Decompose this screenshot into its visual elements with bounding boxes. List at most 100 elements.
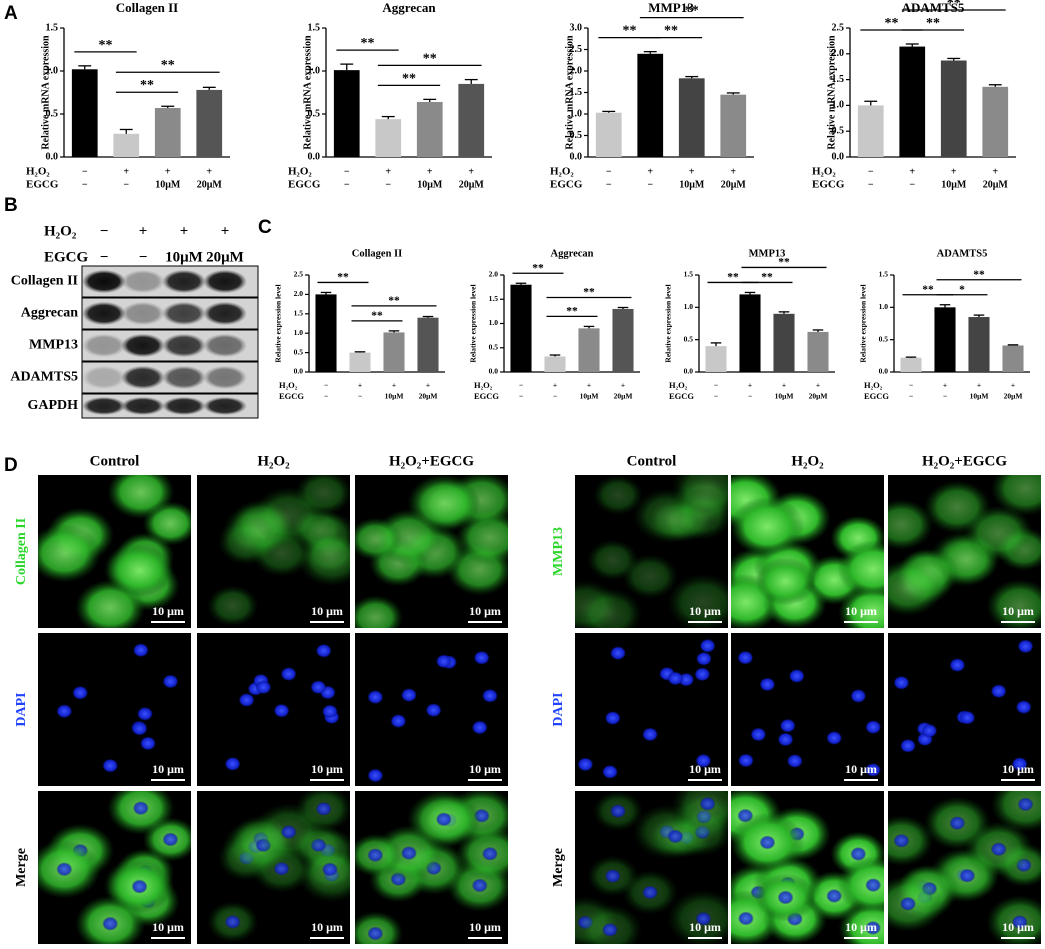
panel-label: B <box>4 195 18 216</box>
scale-bar-label: 10 μm <box>311 604 343 618</box>
nucleus <box>481 688 498 703</box>
nucleus <box>949 658 966 673</box>
condition-value: + <box>426 381 430 390</box>
cell <box>991 475 1041 516</box>
panel-label: A <box>4 3 18 24</box>
error-bar <box>202 86 216 90</box>
condition-value: + <box>385 166 391 177</box>
error-bar <box>643 51 657 54</box>
nucleus <box>850 688 867 703</box>
y-tick-label: 0.0 <box>879 367 889 376</box>
nucleus <box>1011 757 1028 772</box>
condition-value: − <box>139 249 148 265</box>
condition-value: 10μM <box>775 392 794 401</box>
y-tick-label: 2.0 <box>294 289 304 298</box>
condition-value: + <box>689 166 695 177</box>
scale-bar-label: 10 μm <box>689 762 721 776</box>
y-axis-label: Relative mRNA expression <box>564 35 575 150</box>
nucleus <box>737 650 754 665</box>
condition-value: − <box>519 381 523 390</box>
error-bar <box>617 306 629 309</box>
scale-bar-label: 10 μm <box>152 920 184 934</box>
y-axis-label: Relative expression level <box>664 284 673 362</box>
nucleus <box>694 667 711 682</box>
panel-label: C <box>258 217 272 238</box>
cell <box>888 499 934 551</box>
error-bar <box>423 98 437 102</box>
nucleus <box>750 727 767 742</box>
nucleus <box>273 703 290 718</box>
condition-value: − <box>344 166 350 177</box>
chart-title: Collagen II <box>116 0 178 15</box>
condition-value: − <box>606 179 612 190</box>
scale-bar-label: 10 μm <box>845 604 877 618</box>
cell <box>107 475 175 519</box>
y-tick-label: 1.0 <box>832 100 845 111</box>
significance-label: ** <box>532 262 544 274</box>
nucleus <box>695 651 712 666</box>
nucleus <box>990 684 1007 699</box>
nucleus <box>577 757 594 772</box>
nucleus <box>949 816 966 831</box>
condition-value: 10μM <box>679 179 705 190</box>
condition-value: + <box>392 381 396 390</box>
cell <box>986 579 1041 628</box>
protein-label: MMP13 <box>29 338 78 353</box>
cell <box>647 498 704 543</box>
nucleus <box>759 835 776 850</box>
blot-band <box>203 301 247 326</box>
bar <box>578 328 600 372</box>
nucleus <box>425 703 442 718</box>
nucleus <box>1017 639 1034 654</box>
condition-value: − <box>748 392 752 401</box>
condition-value: 10μM <box>385 392 404 401</box>
nucleus <box>610 804 627 819</box>
condition-value: 10μM <box>941 179 967 190</box>
significance-label: ** <box>885 16 899 31</box>
bar <box>333 70 360 157</box>
nucleus <box>850 846 867 861</box>
condition-value: − <box>909 179 915 190</box>
bar <box>416 101 443 157</box>
blot-band <box>82 396 126 416</box>
nucleus <box>471 878 488 893</box>
nucleus <box>777 890 794 905</box>
scale-bar-label: 10 μm <box>311 920 343 934</box>
nucleus <box>224 914 241 929</box>
significance-label: ** <box>623 24 637 39</box>
cell <box>837 540 884 598</box>
y-tick-label: 1.0 <box>294 328 304 337</box>
nucleus <box>315 801 332 816</box>
condition-value: − <box>324 392 328 401</box>
significance-label: ** <box>361 36 375 51</box>
bar <box>678 78 705 157</box>
nucleus <box>604 711 621 726</box>
significance-label: ** <box>402 71 416 86</box>
bar <box>773 313 795 372</box>
nucleus <box>990 842 1007 857</box>
error-bar <box>1007 344 1019 346</box>
y-tick-label: 0.5 <box>294 347 304 356</box>
y-axis-label: Relative mRNA expression <box>302 35 313 150</box>
blot-band <box>162 396 206 416</box>
condition-value: − <box>909 392 913 401</box>
bar <box>375 119 402 157</box>
protein-label: ADAMTS5 <box>10 370 78 385</box>
blot-band <box>121 365 165 390</box>
y-tick-label: 0.0 <box>832 151 845 162</box>
error-bar <box>583 325 595 329</box>
row-label: MMP13 <box>551 527 566 576</box>
micro-image <box>737 650 882 777</box>
bar <box>544 356 566 372</box>
nucleus <box>695 753 712 768</box>
y-tick-label: 2.0 <box>832 48 845 59</box>
condition-value: + <box>1011 381 1015 390</box>
y-tick-label: 2.0 <box>570 65 583 76</box>
condition-name: EGCG <box>474 391 499 401</box>
condition-value: + <box>358 381 362 390</box>
blot-band <box>203 365 247 390</box>
y-tick-label: 1.5 <box>489 294 499 303</box>
scale-bar-label: 10 μm <box>152 762 184 776</box>
bar <box>1002 345 1024 372</box>
